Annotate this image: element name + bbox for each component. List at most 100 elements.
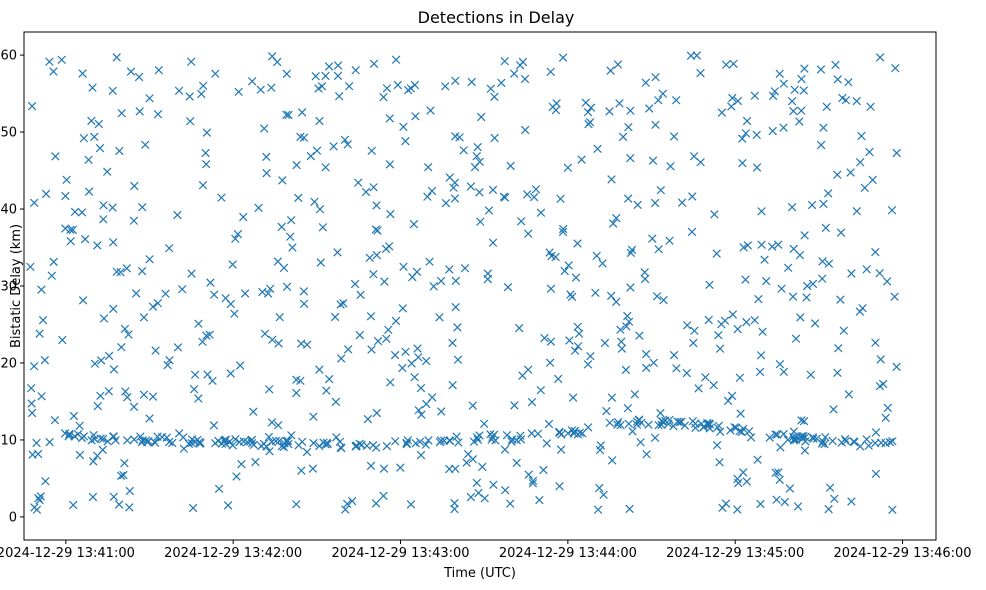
x-tick-label: 2024-12-29 13:41:00 <box>0 546 135 561</box>
detection-point <box>753 455 762 464</box>
detection-point <box>641 349 651 359</box>
detection-point <box>669 421 678 431</box>
detection-point <box>102 167 112 176</box>
detection-point <box>888 505 897 515</box>
detection-point <box>797 74 806 84</box>
detection-point <box>221 436 230 445</box>
x-axis-label: Time (UTC) <box>443 566 516 581</box>
detection-point <box>710 210 719 219</box>
detection-point <box>103 437 112 446</box>
detection-point <box>228 260 237 269</box>
detection-point <box>26 383 36 393</box>
detection-point <box>391 316 401 326</box>
detection-point <box>691 423 700 433</box>
detection-point <box>507 437 516 446</box>
detection-point <box>775 359 785 369</box>
detection-point <box>384 325 393 335</box>
detection-point <box>340 135 350 145</box>
detection-point <box>140 140 150 150</box>
detection-point <box>558 227 568 237</box>
detection-point <box>839 326 849 335</box>
detection-point <box>302 340 312 349</box>
detection-point <box>37 285 46 294</box>
detection-point <box>829 405 838 414</box>
detection-point <box>883 403 893 413</box>
detection-point <box>709 380 718 390</box>
detection-point <box>630 390 640 399</box>
detection-point <box>677 198 687 207</box>
detection-point <box>90 359 100 368</box>
detection-point <box>273 257 283 266</box>
detection-point <box>117 342 126 352</box>
detection-point <box>616 420 625 430</box>
detection-point <box>435 313 444 322</box>
detection-point <box>523 229 533 238</box>
detection-point <box>568 393 578 402</box>
detection-point <box>818 437 828 446</box>
detection-point <box>767 242 777 251</box>
detection-point <box>624 419 634 429</box>
detection-point <box>109 304 118 314</box>
detection-point <box>615 99 624 108</box>
detection-point <box>68 225 78 235</box>
detection-point <box>66 236 75 246</box>
detection-point <box>390 437 400 446</box>
detection-point <box>267 418 277 427</box>
detection-point <box>539 465 548 475</box>
detection-point <box>306 151 316 161</box>
detection-point <box>339 299 348 308</box>
detection-point <box>654 420 663 430</box>
detection-point <box>445 436 454 445</box>
detection-point <box>316 258 326 267</box>
detection-point <box>75 450 85 460</box>
detection-point <box>179 433 188 442</box>
detection-point <box>834 343 843 353</box>
detection-point <box>715 458 724 467</box>
detection-point <box>284 110 293 120</box>
detection-point <box>318 223 328 232</box>
detection-point <box>386 209 395 219</box>
detection-point <box>816 65 826 74</box>
detection-point <box>362 441 372 451</box>
detection-point <box>120 324 130 334</box>
detection-point <box>635 331 644 340</box>
chart-title: Detections in Delay <box>418 8 575 27</box>
detection-point <box>129 435 139 444</box>
detection-point <box>598 259 607 268</box>
detection-point <box>675 417 684 427</box>
detection-point <box>448 380 457 390</box>
detection-point <box>425 257 434 266</box>
detection-point <box>373 336 383 346</box>
x-tick-label: 2024-12-29 13:42:00 <box>164 546 302 561</box>
detection-point <box>99 314 109 323</box>
detection-point <box>652 292 662 301</box>
detection-point <box>27 101 37 111</box>
detection-point <box>770 87 780 96</box>
detection-point <box>317 82 327 91</box>
detection-point <box>104 351 114 361</box>
detection-point <box>727 391 737 401</box>
detection-point <box>460 263 470 273</box>
detection-point <box>315 441 324 451</box>
detection-point <box>115 146 124 156</box>
detection-point <box>274 339 283 348</box>
detection-point <box>282 110 291 120</box>
detection-point <box>528 479 538 488</box>
detection-point <box>363 414 373 424</box>
detection-point <box>37 392 46 401</box>
detection-point <box>80 234 90 244</box>
detection-point <box>855 307 865 316</box>
detection-point <box>779 429 788 439</box>
detection-point <box>669 132 679 141</box>
detection-point <box>453 323 462 332</box>
detection-point <box>556 445 566 454</box>
detection-point <box>738 158 747 168</box>
detection-point <box>733 96 743 106</box>
detection-point <box>671 95 681 105</box>
detection-point <box>651 120 660 130</box>
detection-point <box>134 72 144 82</box>
detection-point <box>163 360 172 370</box>
detection-point <box>890 292 899 301</box>
detection-point <box>109 492 119 502</box>
